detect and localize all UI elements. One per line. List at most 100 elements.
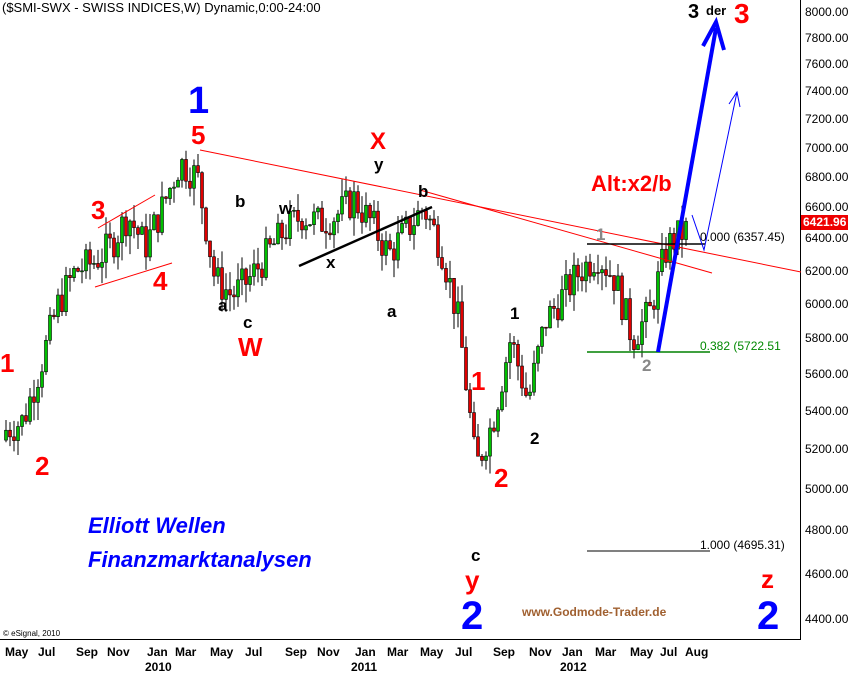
wave-label: 2 [461, 594, 484, 638]
wave-label: 4 [153, 266, 168, 296]
candle-body [664, 248, 668, 263]
candle-body [552, 305, 556, 309]
wave-label: c [243, 313, 253, 332]
candle-body [616, 275, 620, 291]
candle-body [164, 196, 168, 199]
candle-body [240, 268, 244, 281]
candle-body [488, 427, 492, 457]
y-tick-label: 7400.00 [805, 84, 849, 99]
wave-label: a [218, 296, 228, 315]
candle-body [220, 267, 224, 300]
y-tick-label: 5000.00 [805, 482, 849, 497]
y-tick-label: 6000.00 [805, 296, 849, 311]
candle-body [80, 270, 84, 273]
trendline-x [298, 205, 433, 268]
x-year-label: 2011 [351, 660, 378, 674]
candle-body [480, 455, 484, 461]
x-tick-label: Jul [245, 645, 263, 659]
candle-body [500, 391, 504, 411]
candle-body [352, 191, 356, 219]
brand-line-2: Finanzmarktanalysen [88, 547, 312, 572]
candle-body [592, 272, 596, 277]
wave-label: 1 [510, 304, 520, 323]
candle-body [596, 272, 600, 274]
candle-body [456, 301, 460, 314]
candle-body [660, 248, 664, 272]
y-tick-label: 7200.00 [805, 111, 849, 126]
candle-body [324, 231, 328, 234]
projection-arrow-alt [691, 91, 738, 252]
candle-body [168, 187, 172, 199]
candle-body [212, 256, 216, 277]
y-tick-label: 5800.00 [805, 331, 849, 346]
x-tick-label: Nov [317, 645, 340, 659]
candle-body [208, 240, 212, 258]
candle-body [632, 339, 636, 350]
candle-body [400, 223, 404, 234]
candle-body [392, 248, 396, 261]
wave-label: z [761, 564, 774, 594]
wave-label: 2 [35, 451, 50, 481]
candle-body [56, 294, 60, 318]
candle-body [452, 278, 456, 314]
candle-body [148, 229, 152, 258]
x-tick-label: Jan [355, 645, 376, 659]
candle-body [580, 276, 584, 282]
candle-body [512, 342, 516, 345]
candle-body [604, 269, 608, 276]
chart-title: ($SMI-SWX - SWISS INDICES,W) Dynamic,0:0… [2, 0, 321, 15]
y-tick-label: 4600.00 [805, 566, 849, 581]
candle-body [176, 179, 180, 188]
candle-body [8, 429, 12, 438]
candle-body [336, 213, 340, 222]
alt-count-label: Alt:x2/b [591, 171, 672, 196]
candle-body [356, 191, 360, 214]
last-price-tag: 6421.96 [801, 215, 849, 230]
candle-body [372, 210, 376, 219]
candle-body [668, 233, 672, 263]
candle-body [204, 207, 208, 242]
x-tick-label: Jul [660, 645, 678, 659]
x-tick-label: Nov [107, 645, 130, 659]
candle-body [484, 455, 488, 461]
x-tick-label: Jul [38, 645, 56, 659]
candle-body [244, 268, 248, 285]
candle-body [40, 371, 44, 388]
candle-body [136, 227, 140, 235]
y-tick-label: 4400.00 [805, 611, 849, 626]
wave-label: 1 [0, 348, 15, 378]
y-tick-label: 7800.00 [805, 30, 849, 45]
candle-body [624, 298, 628, 321]
wave-label: 3 [688, 1, 700, 23]
candle-body [224, 289, 228, 300]
candle-body [564, 274, 568, 290]
wave-label: y [374, 155, 384, 174]
x-tick-label: Mar [175, 645, 197, 659]
y-tick-label: 6800.00 [805, 169, 849, 184]
x-tick-label: Sep [76, 645, 99, 659]
candle-body [508, 342, 512, 363]
candle-body [124, 216, 128, 237]
wave-label: c [471, 546, 481, 565]
candle-body [516, 344, 520, 367]
candle-body [548, 305, 552, 329]
y-tick-label: 6400.00 [805, 231, 849, 246]
candle-body [584, 261, 588, 282]
candle-body [648, 301, 652, 307]
candle-body [152, 214, 156, 231]
candle-body [472, 412, 476, 438]
candle-body [464, 347, 468, 391]
candle-body [424, 210, 428, 220]
candle-body [184, 159, 188, 182]
candle-body [196, 165, 200, 173]
candle-body [576, 264, 580, 278]
candle-body [436, 224, 440, 258]
x-tick-label: Nov [529, 645, 552, 659]
wave-label: 2 [757, 594, 780, 638]
candle-body [380, 240, 384, 256]
candle-body [4, 429, 8, 441]
candle-body [544, 326, 548, 329]
candle-body [288, 210, 292, 239]
x-tick-label: Mar [595, 645, 617, 659]
y-tick-label: 4800.00 [805, 523, 849, 538]
